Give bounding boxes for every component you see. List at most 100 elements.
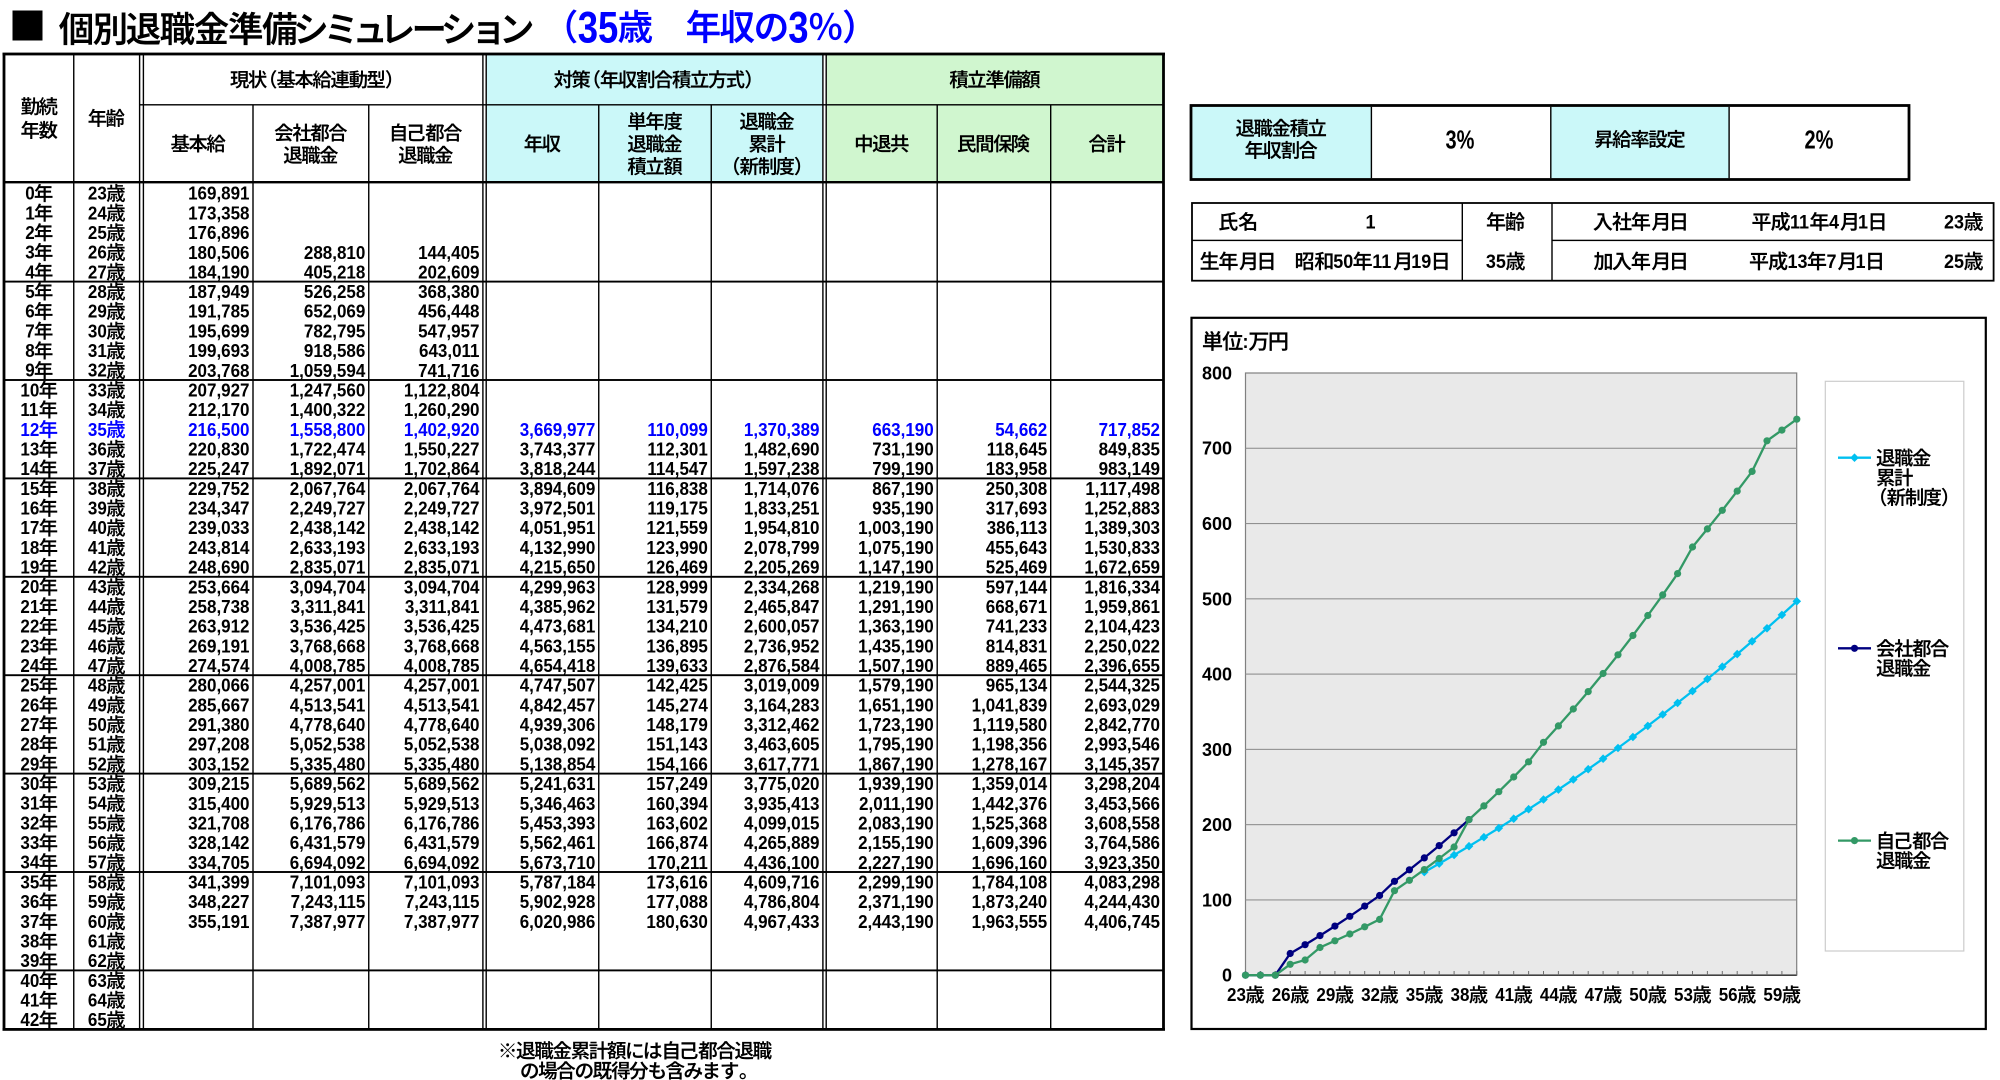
svg-text:220,830: 220,830 bbox=[188, 439, 250, 460]
svg-text:3,311,841: 3,311,841 bbox=[405, 596, 480, 617]
svg-text:35: 35 bbox=[20, 872, 39, 893]
svg-text:29: 29 bbox=[1316, 984, 1335, 1005]
svg-text:4,563,155: 4,563,155 bbox=[520, 636, 596, 657]
svg-text:3,768,668: 3,768,668 bbox=[404, 636, 480, 657]
svg-text:41: 41 bbox=[20, 990, 39, 1011]
svg-text:2,438,142: 2,438,142 bbox=[290, 518, 366, 539]
svg-text:455,643: 455,643 bbox=[986, 537, 1048, 558]
svg-text:119,175: 119,175 bbox=[647, 498, 708, 519]
svg-text:4,967,433: 4,967,433 bbox=[744, 911, 820, 932]
svg-text:24: 24 bbox=[20, 655, 39, 676]
svg-text:5,138,854: 5,138,854 bbox=[520, 754, 596, 775]
svg-text:4,473,681: 4,473,681 bbox=[520, 616, 596, 637]
svg-text:4,609,716: 4,609,716 bbox=[744, 872, 820, 893]
svg-text:35: 35 bbox=[578, 2, 619, 52]
svg-text:1,117,498: 1,117,498 bbox=[1085, 478, 1160, 499]
svg-text:243,814: 243,814 bbox=[188, 537, 250, 558]
svg-text:4,654,418: 4,654,418 bbox=[520, 655, 596, 676]
svg-text:1,219,190: 1,219,190 bbox=[858, 577, 934, 598]
svg-text:1: 1 bbox=[1366, 211, 1376, 233]
svg-text:269,191: 269,191 bbox=[188, 636, 250, 657]
svg-text:3,935,413: 3,935,413 bbox=[744, 793, 820, 814]
svg-text:4,257,001: 4,257,001 bbox=[290, 675, 366, 696]
svg-text:328,142: 328,142 bbox=[188, 832, 250, 853]
svg-text:50: 50 bbox=[1629, 984, 1648, 1005]
svg-text:1,833,251: 1,833,251 bbox=[744, 498, 820, 519]
svg-text:5,241,631: 5,241,631 bbox=[520, 773, 596, 794]
svg-text:26: 26 bbox=[1272, 984, 1291, 1005]
svg-text:315,400: 315,400 bbox=[188, 793, 250, 814]
svg-text:4,008,785: 4,008,785 bbox=[404, 655, 480, 676]
svg-text:3,094,704: 3,094,704 bbox=[404, 577, 480, 598]
svg-text:38: 38 bbox=[88, 478, 107, 499]
svg-text:2,438,142: 2,438,142 bbox=[404, 518, 480, 539]
svg-text:1,359,014: 1,359,014 bbox=[972, 773, 1048, 794]
svg-text:31: 31 bbox=[88, 340, 107, 361]
svg-text:15: 15 bbox=[20, 478, 39, 499]
svg-text:7,243,115: 7,243,115 bbox=[405, 892, 480, 913]
svg-text:203,768: 203,768 bbox=[188, 360, 250, 381]
svg-text:1,442,376: 1,442,376 bbox=[972, 793, 1048, 814]
svg-text:1,122,804: 1,122,804 bbox=[404, 380, 480, 401]
svg-text:1,873,240: 1,873,240 bbox=[972, 892, 1048, 913]
svg-text:148,179: 148,179 bbox=[646, 714, 708, 735]
svg-text:123,990: 123,990 bbox=[646, 537, 708, 558]
svg-text:23: 23 bbox=[88, 183, 107, 204]
svg-text:1,714,076: 1,714,076 bbox=[744, 478, 820, 499]
svg-text:1: 1 bbox=[1858, 211, 1868, 233]
svg-text:889,465: 889,465 bbox=[986, 655, 1048, 676]
svg-text:200: 200 bbox=[1202, 815, 1232, 835]
svg-text:348,227: 348,227 bbox=[188, 892, 250, 913]
svg-text:180,506: 180,506 bbox=[188, 242, 250, 263]
svg-text:128,999: 128,999 bbox=[646, 577, 708, 598]
svg-text:253,664: 253,664 bbox=[188, 577, 250, 598]
svg-text:173,616: 173,616 bbox=[646, 872, 708, 893]
svg-text:317,693: 317,693 bbox=[986, 498, 1048, 519]
svg-text:3,453,566: 3,453,566 bbox=[1084, 793, 1160, 814]
svg-text:3,298,204: 3,298,204 bbox=[1084, 773, 1160, 794]
svg-text:2,633,193: 2,633,193 bbox=[290, 537, 366, 558]
svg-text:2,299,190: 2,299,190 bbox=[858, 872, 934, 893]
svg-text:3: 3 bbox=[788, 2, 808, 52]
svg-text:30: 30 bbox=[20, 773, 39, 794]
svg-text:46: 46 bbox=[88, 636, 107, 657]
svg-text:1,198,356: 1,198,356 bbox=[972, 734, 1048, 755]
svg-text:3,775,020: 3,775,020 bbox=[744, 773, 820, 794]
svg-text:3,311,841: 3,311,841 bbox=[291, 596, 366, 617]
svg-text:1,609,396: 1,609,396 bbox=[972, 832, 1048, 853]
svg-text:983,149: 983,149 bbox=[1099, 459, 1161, 480]
svg-text:4,244,430: 4,244,430 bbox=[1084, 892, 1160, 913]
svg-text:100: 100 bbox=[1202, 890, 1232, 910]
svg-text:5,787,184: 5,787,184 bbox=[520, 872, 596, 893]
svg-text:1,119,580: 1,119,580 bbox=[973, 714, 1048, 735]
svg-text:51: 51 bbox=[88, 734, 107, 755]
svg-text:36: 36 bbox=[20, 891, 39, 912]
svg-text:526,258: 526,258 bbox=[304, 281, 366, 302]
svg-text:225,247: 225,247 bbox=[188, 459, 250, 480]
svg-text:38: 38 bbox=[1451, 984, 1470, 1005]
svg-text:1,651,190: 1,651,190 bbox=[858, 695, 934, 716]
svg-text:3,669,977: 3,669,977 bbox=[520, 419, 596, 440]
svg-text:663,190: 663,190 bbox=[872, 419, 934, 440]
svg-text:43: 43 bbox=[88, 577, 107, 598]
svg-text:4,051,951: 4,051,951 bbox=[520, 518, 596, 539]
svg-text:3,894,609: 3,894,609 bbox=[520, 478, 596, 499]
svg-text:4,778,640: 4,778,640 bbox=[404, 714, 480, 735]
svg-text:814,831: 814,831 bbox=[986, 636, 1048, 657]
svg-text:37: 37 bbox=[88, 458, 107, 479]
svg-text:191,785: 191,785 bbox=[188, 301, 250, 322]
svg-text:144,405: 144,405 bbox=[418, 242, 480, 263]
svg-text:7,387,977: 7,387,977 bbox=[404, 911, 480, 932]
svg-text:136,895: 136,895 bbox=[646, 636, 708, 657]
svg-text:19: 19 bbox=[1411, 250, 1431, 272]
svg-text:27: 27 bbox=[88, 262, 107, 283]
svg-text:30: 30 bbox=[88, 321, 107, 342]
svg-text:2,693,029: 2,693,029 bbox=[1084, 695, 1160, 716]
svg-text:42: 42 bbox=[88, 557, 107, 578]
svg-text:50: 50 bbox=[88, 714, 107, 735]
svg-text:4,265,889: 4,265,889 bbox=[744, 832, 820, 853]
svg-text:1,959,861: 1,959,861 bbox=[1084, 596, 1160, 617]
svg-text:23: 23 bbox=[1944, 211, 1964, 233]
svg-text:2,227,190: 2,227,190 bbox=[858, 852, 934, 873]
svg-text:456,448: 456,448 bbox=[418, 301, 480, 322]
